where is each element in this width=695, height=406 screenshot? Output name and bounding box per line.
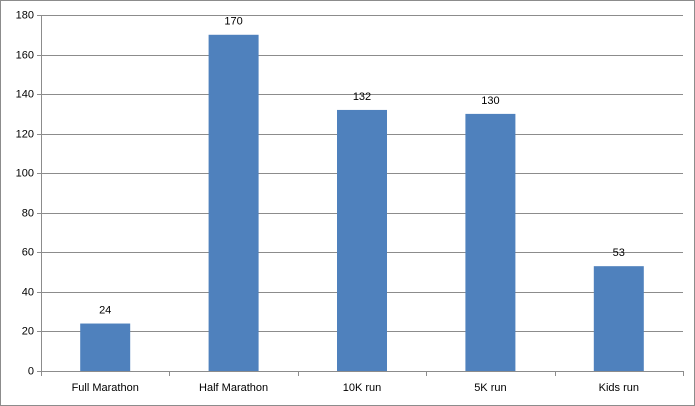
y-tick-label: 160 [16, 49, 34, 61]
bar [593, 266, 644, 371]
bar [465, 113, 516, 371]
data-label: 130 [481, 95, 499, 107]
x-tick-label: Kids run [599, 382, 639, 394]
data-label: 24 [99, 304, 111, 316]
y-tick-label: 140 [16, 88, 34, 100]
data-label: 132 [353, 91, 371, 103]
y-tick-label: 100 [16, 167, 34, 179]
y-tick-label: 60 [22, 246, 34, 258]
bar [80, 323, 131, 371]
bar [337, 109, 387, 371]
y-tick-label: 80 [22, 207, 34, 219]
x-tick-label: 10K run [343, 382, 382, 394]
y-tick-label: 180 [16, 9, 34, 21]
bar [208, 34, 259, 372]
x-tick-label: 5K run [474, 382, 506, 394]
x-tick-label: Half Marathon [199, 382, 268, 394]
y-tick-label: 40 [22, 286, 34, 298]
y-tick-label: 20 [22, 325, 34, 337]
data-label: 170 [224, 16, 242, 28]
y-tick-label: 0 [28, 365, 34, 377]
x-tick-label: Full Marathon [72, 382, 139, 394]
y-tick-label: 120 [16, 128, 34, 140]
data-label: 53 [613, 247, 625, 259]
